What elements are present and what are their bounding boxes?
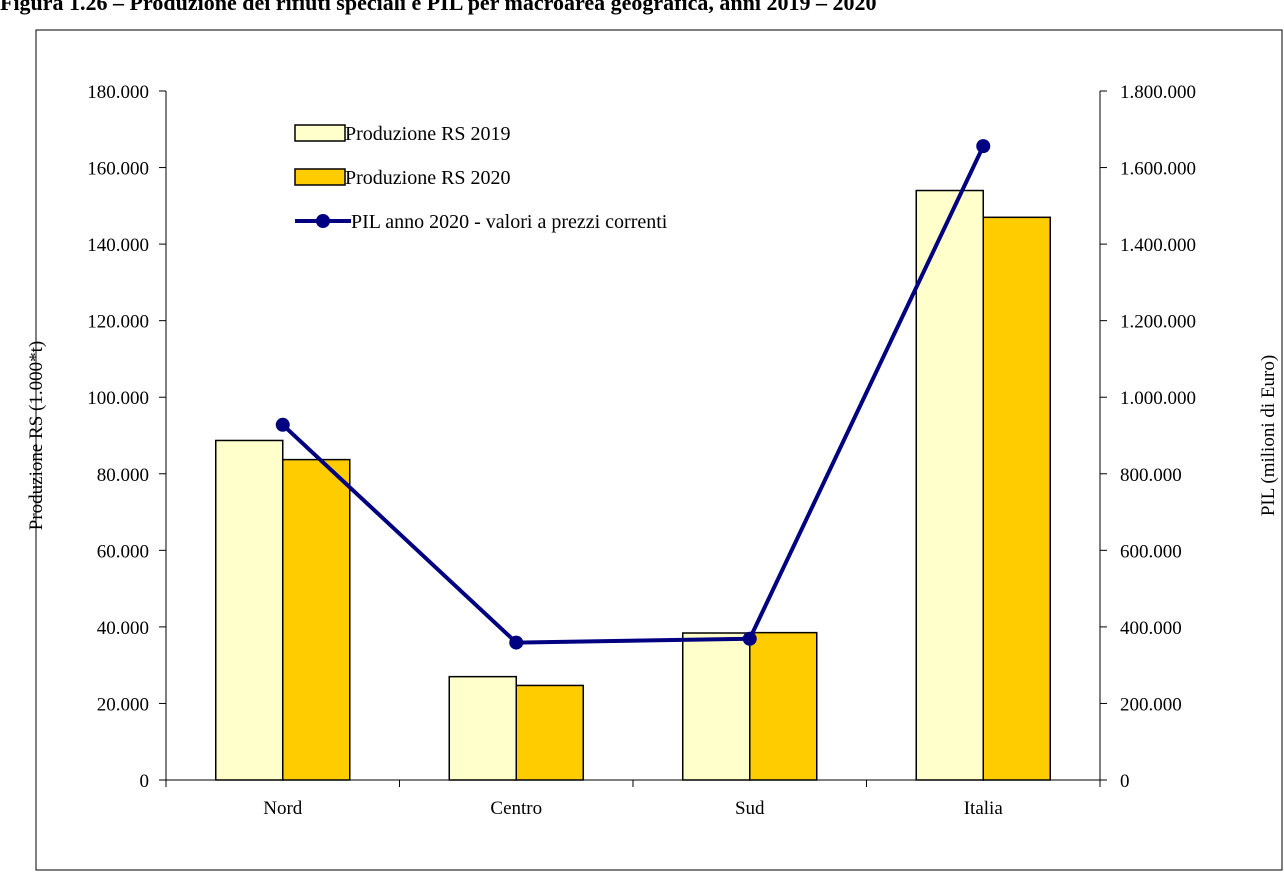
y-tick-label-right: 200.000: [1120, 694, 1182, 715]
y-axis-title-left: Produzione RS (1.000*t): [26, 341, 47, 530]
y-tick-label-left: 180.000: [87, 82, 149, 103]
y-tick-label-left: 160.000: [87, 159, 149, 180]
y-tick-label-left: 100.000: [87, 388, 149, 409]
y-axis-title-right: PIL (milioni di Euro): [1258, 355, 1279, 516]
y-tick-label-left: 140.000: [87, 235, 149, 256]
axes-layer: [159, 90, 1107, 787]
y-tick-label-left: 0: [140, 771, 150, 792]
bar-produzione-rs-2019-sud: [682, 632, 751, 781]
y-tick-label-right: 400.000: [1120, 618, 1182, 639]
bars-layer: [215, 189, 1051, 781]
x-tick-label-sud: Sud: [735, 798, 765, 819]
point-pil-2020-sud: [742, 631, 757, 646]
chart-title: Figura 1.26 – Produzione dei rifiuti spe…: [0, 0, 877, 15]
y-tick-label-left: 20.000: [97, 694, 149, 715]
legend-label-3: PIL anno 2020 - valori a prezzi correnti: [351, 211, 668, 233]
y-tick-label-right: 1.600.000: [1120, 159, 1196, 180]
y-tick-label-right: 800.000: [1120, 465, 1182, 486]
legend-label-1: Produzione RS 2019: [345, 123, 511, 145]
y-tick-label-right: 1.200.000: [1120, 312, 1196, 333]
point-pil-2020-nord: [275, 417, 290, 432]
y-tick-label-right: 0: [1120, 771, 1130, 792]
point-pil-2020-italia: [976, 139, 991, 154]
legend-label-2: Produzione RS 2020: [345, 167, 511, 189]
bar-produzione-rs-2019-centro: [448, 675, 517, 781]
y-tick-label-left: 40.000: [97, 618, 149, 639]
y-tick-label-left: 80.000: [97, 465, 149, 486]
legend-swatch-2: [294, 168, 346, 186]
y-tick-label-left: 60.000: [97, 541, 149, 562]
x-tick-label-nord: Nord: [263, 798, 303, 819]
line-layer: [275, 139, 991, 650]
bar-produzione-rs-2019-italia: [915, 189, 984, 781]
y-tick-label-right: 1.400.000: [1120, 235, 1196, 256]
legend-swatch-1: [294, 124, 346, 142]
bar-produzione-rs-2020-centro: [515, 684, 584, 781]
legend: Produzione RS 2019 Produzione RS 2020 PIL …: [294, 123, 668, 233]
y-tick-label-left: 120.000: [87, 312, 149, 333]
y-tick-label-right: 1.000.000: [1120, 388, 1196, 409]
bar-produzione-rs-2019-nord: [215, 439, 284, 781]
point-pil-2020-centro: [509, 635, 524, 650]
bar-produzione-rs-2020-italia: [982, 216, 1051, 781]
bar-produzione-rs-2020-sud: [749, 631, 818, 781]
x-tick-label-italia: Italia: [964, 798, 1004, 819]
legend-marker-3: [316, 214, 330, 228]
y-tick-label-right: 1.800.000: [1120, 82, 1196, 103]
x-tick-label-centro: Centro: [490, 798, 542, 819]
labels-layer: 0 20.000 40.000 60.000 80.000 100.000 120.000 1…: [26, 82, 1279, 819]
line-pil-2020: [281, 145, 986, 645]
bar-produzione-rs-2020-nord: [282, 458, 351, 781]
y-tick-label-right: 600.000: [1120, 541, 1182, 562]
